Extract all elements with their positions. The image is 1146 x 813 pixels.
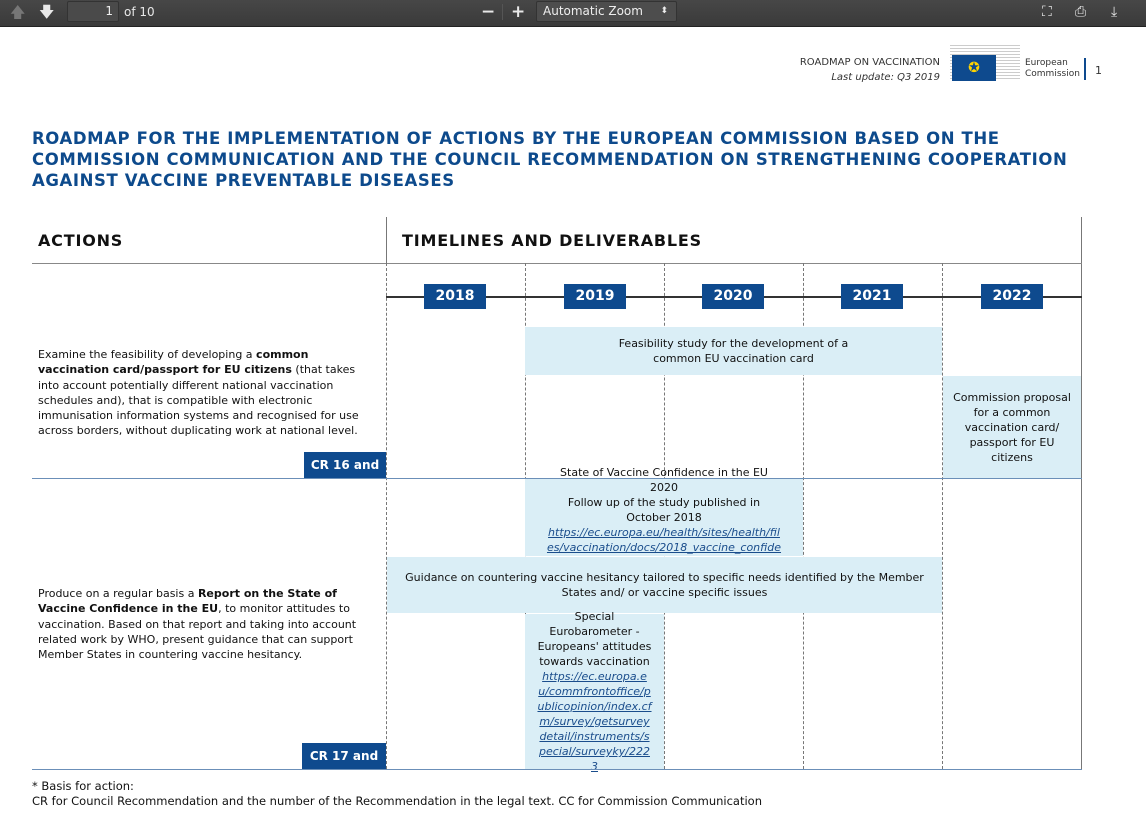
timelines-header: TIMELINES AND DELIVERABLES [402, 231, 702, 250]
deliverable-eurobarometer: Special Eurobarometer - Europeans' attit… [525, 610, 664, 773]
deliverable-link[interactable]: https://ec.europa.eu/commfrontoffice/pub… [537, 670, 652, 773]
deliverable-text: State of Vaccine Confidence in the EU 20… [560, 466, 768, 494]
year-2020: 2020 [702, 284, 764, 309]
header-divider [386, 217, 387, 263]
column-divider [942, 263, 943, 769]
deliverable-text: Special Eurobarometer - Europeans' attit… [537, 610, 652, 668]
deliverable-text: Guidance on countering vaccine hesitancy… [405, 571, 924, 599]
action-title: common vaccination card/passport for EU … [38, 348, 309, 377]
deliverable-text: Follow up of the study published in Octo… [567, 496, 761, 524]
table-bottom-rule [32, 769, 1082, 770]
pdf-toolbar: 🡅 🡇 1 of 10 − + Automatic Zoom ⬍ ⛶ ⎙ ⤓ [0, 0, 1146, 27]
page-number-input[interactable]: 1 [67, 1, 119, 22]
table-right-border [1081, 217, 1082, 770]
row-divider [32, 478, 1082, 479]
year-2021: 2021 [841, 284, 903, 309]
action-text: Produce on a regular basis a Report on t… [38, 586, 378, 662]
action-text-part: Examine the feasibility of developing a [38, 348, 257, 361]
column-divider [386, 263, 387, 769]
deliverable-guidance: Guidance on countering vaccine hesitancy… [387, 557, 942, 613]
arrow-up-icon[interactable]: 🡅 [10, 3, 26, 21]
actions-header: ACTIONS [38, 231, 124, 250]
column-divider [803, 263, 804, 769]
page-count: of 10 [124, 5, 155, 19]
deliverable-text: Feasibility study for the development of… [618, 337, 849, 365]
footnote-text: CR for Council Recommendation and the nu… [32, 794, 762, 808]
doc-label: ROADMAP ON VACCINATION [799, 57, 940, 68]
divider [502, 4, 503, 20]
action-title: Report on the State of Vaccine Confidenc… [38, 587, 337, 616]
fullscreen-icon[interactable]: ⛶ [1042, 4, 1052, 20]
deliverable-vaccine-confidence: State of Vaccine Confidence in the EU 20… [525, 466, 803, 569]
print-icon[interactable]: ⎙ [1075, 4, 1087, 20]
action-text-part: , to monitor attitudes to vaccination. B… [38, 602, 357, 662]
ec-logo: ✪ [950, 43, 1020, 81]
year-2022: 2022 [981, 284, 1043, 309]
year-2019: 2019 [564, 284, 626, 309]
action-text-part: Produce on a regular basis a [38, 587, 198, 600]
doc-header: ROADMAP ON VACCINATION Last update: Q3 2… [800, 55, 940, 85]
zoom-out-icon[interactable]: − [481, 2, 496, 22]
eu-flag-icon: ✪ [952, 55, 996, 81]
action-text: Examine the feasibility of developing a … [38, 347, 378, 439]
zoom-select[interactable]: Automatic Zoom ⬍ [536, 1, 677, 22]
deliverable-feasibility-study: Feasibility study for the development of… [525, 327, 942, 375]
basis-badge: CR 16 and CC* [304, 452, 386, 498]
zoom-value: Automatic Zoom [543, 4, 643, 18]
logo-text-line: Commission [1025, 69, 1080, 79]
last-update: Last update: Q3 2019 [831, 72, 940, 83]
deliverable-commission-proposal: Commission proposal for a common vaccina… [943, 376, 1081, 478]
year-2018: 2018 [424, 284, 486, 309]
basis-badge: CR 17 and CC [302, 743, 386, 789]
select-arrows-icon: ⬍ [660, 6, 668, 16]
footnote-title: * Basis for action: [32, 779, 134, 793]
zoom-in-icon[interactable]: + [511, 2, 526, 22]
deliverable-text: Commission proposal for a common vaccina… [953, 390, 1071, 464]
logo-text-line: European [1025, 58, 1068, 68]
page-number: 1 [1095, 64, 1102, 77]
arrow-down-icon[interactable]: 🡇 [39, 3, 55, 21]
download-icon[interactable]: ⤓ [1111, 4, 1118, 20]
header-rule [32, 263, 1082, 264]
ec-logo-text: European Commission [1025, 58, 1086, 80]
page-title: ROADMAP FOR THE IMPLEMENTATION OF ACTION… [32, 129, 1068, 190]
action-text-part: (that takes into account potentially dif… [38, 363, 359, 438]
deliverable-link[interactable]: https://ec.europa.eu/health/sites/health… [546, 526, 782, 569]
